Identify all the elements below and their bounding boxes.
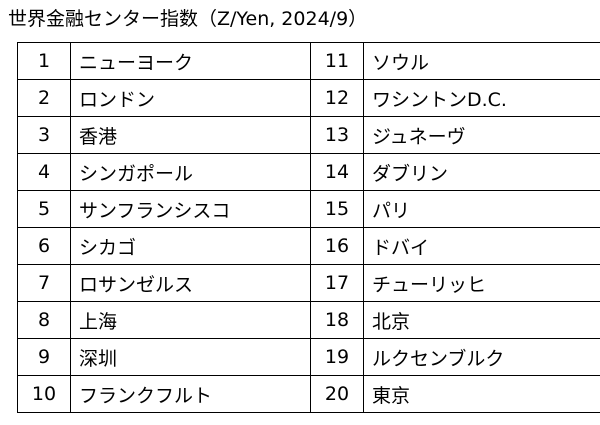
city-name: ルクセンブルク: [363, 338, 600, 376]
rank-number: 11: [310, 42, 364, 80]
city-name: ドバイ: [363, 227, 600, 265]
rank-number: 18: [310, 301, 364, 339]
rank-number: 20: [310, 375, 364, 413]
rank-number: 5: [17, 190, 71, 228]
city-name: ワシントンD.C.: [363, 79, 600, 117]
rank-number: 3: [17, 116, 71, 154]
rank-number: 15: [310, 190, 364, 228]
rank-number: 13: [310, 116, 364, 154]
rank-number: 17: [310, 264, 364, 302]
city-name: パリ: [363, 190, 600, 228]
page-title: 世界金融センター指数（Z/Yen, 2024/9）: [8, 8, 368, 30]
city-name: ニューヨーク: [70, 42, 311, 80]
rank-number: 9: [17, 338, 71, 376]
city-name: ロサンゼルス: [70, 264, 311, 302]
table-row: 10 フランクフルト 20 東京: [17, 375, 600, 413]
table-row: 6 シカゴ 16 ドバイ: [17, 227, 600, 265]
city-name: サンフランシスコ: [70, 190, 311, 228]
city-name: ソウル: [363, 42, 600, 80]
city-name: シンガポール: [70, 153, 311, 191]
city-name: 北京: [363, 301, 600, 339]
rank-number: 1: [17, 42, 71, 80]
rank-number: 6: [17, 227, 71, 265]
table-row: 5 サンフランシスコ 15 パリ: [17, 190, 600, 228]
table-row: 7 ロサンゼルス 17 チューリッヒ: [17, 264, 600, 302]
table-row: 1 ニューヨーク 11 ソウル: [17, 42, 600, 80]
city-name: ジュネーヴ: [363, 116, 600, 154]
rank-number: 7: [17, 264, 71, 302]
rank-number: 16: [310, 227, 364, 265]
city-name: ロンドン: [70, 79, 311, 117]
rank-number: 4: [17, 153, 71, 191]
rank-number: 12: [310, 79, 364, 117]
table-row: 9 深圳 19 ルクセンブルク: [17, 338, 600, 376]
city-name: 上海: [70, 301, 311, 339]
rank-number: 8: [17, 301, 71, 339]
city-name: 東京: [363, 375, 600, 413]
table-row: 4 シンガポール 14 ダブリン: [17, 153, 600, 191]
city-name: 香港: [70, 116, 311, 154]
rank-number: 10: [17, 375, 71, 413]
city-name: シカゴ: [70, 227, 311, 265]
city-name: フランクフルト: [70, 375, 311, 413]
table-row: 2 ロンドン 12 ワシントンD.C.: [17, 79, 600, 117]
ranking-table: 1 ニューヨーク 11 ソウル 2 ロンドン 12 ワシントンD.C. 3 香港…: [17, 42, 600, 413]
city-name: 深圳: [70, 338, 311, 376]
table-row: 3 香港 13 ジュネーヴ: [17, 116, 600, 154]
rank-number: 2: [17, 79, 71, 117]
city-name: ダブリン: [363, 153, 600, 191]
table-row: 8 上海 18 北京: [17, 301, 600, 339]
city-name: チューリッヒ: [363, 264, 600, 302]
rank-number: 19: [310, 338, 364, 376]
rank-number: 14: [310, 153, 364, 191]
